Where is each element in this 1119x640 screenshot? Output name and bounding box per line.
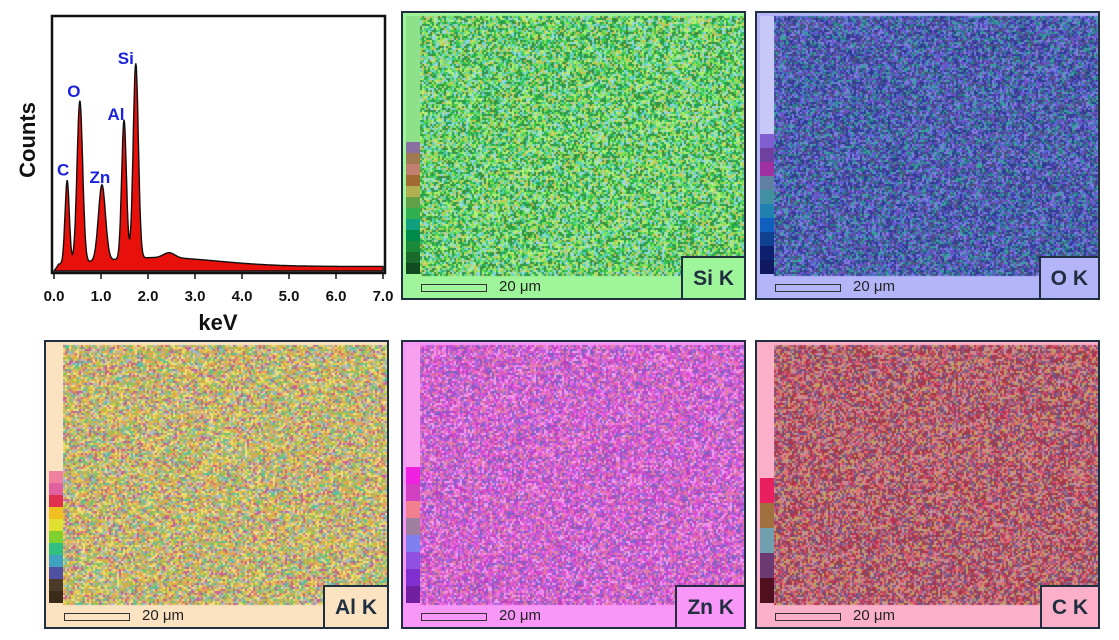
x-tick-label: 6.0: [326, 288, 347, 305]
scale-bar-label: 20 μm: [499, 607, 541, 624]
c-k-map-panel: 20 μm C K: [755, 340, 1100, 629]
plot-frame: [50, 14, 387, 275]
peak-label-si: Si: [118, 49, 134, 68]
scale-bar-label: 20 μm: [499, 278, 541, 295]
peak-label-o: O: [67, 82, 80, 101]
x-tick-label: 5.0: [279, 288, 300, 305]
x-tick-label: 2.0: [138, 288, 159, 305]
zn-k-map-panel: 20 μm Zn K: [401, 340, 746, 629]
al-k-map-panel: 20 μm Al K: [44, 340, 389, 629]
peak-label-zn: Zn: [90, 168, 111, 187]
x-tick-label: 3.0: [185, 288, 206, 305]
element-label-si-k: Si K: [681, 256, 744, 298]
o-k-map-panel: 20 μm O K: [755, 11, 1100, 300]
al-k-map-image: [46, 342, 387, 627]
element-label-o-k: O K: [1038, 256, 1098, 298]
spectrum-plot-area: C O Zn Al Si: [52, 49, 384, 272]
scale-bar: [64, 613, 130, 621]
zn-k-map-image: [403, 342, 744, 627]
scale-bar: [421, 613, 487, 621]
x-axis-ticks: 0.0 1.0 2.0 3.0 4.0 5.0 6.0 7.0: [44, 273, 394, 305]
si-k-map-image: [403, 13, 744, 298]
al-k-colorbar: [49, 345, 63, 603]
o-k-colorbar: [760, 16, 774, 274]
scale-bar: [775, 284, 841, 292]
element-label-c-k: C K: [1039, 585, 1098, 627]
scale-bar: [775, 613, 841, 621]
x-tick-label: 4.0: [232, 288, 253, 305]
scale-bar: [421, 284, 487, 292]
spectrum-line: [52, 63, 384, 272]
c-k-colorbar: [760, 345, 774, 603]
scale-bar-label: 20 μm: [853, 607, 895, 624]
x-tick-label: 7.0: [373, 288, 394, 305]
element-label-al-k: Al K: [323, 585, 387, 627]
x-tick-label: 0.0: [44, 288, 65, 305]
y-axis-label: Counts: [15, 102, 40, 178]
si-k-map-panel: 20 μm Si K: [401, 11, 746, 300]
scale-bar-label: 20 μm: [142, 607, 184, 624]
peak-label-c: C: [57, 161, 69, 180]
eds-spectrum-chart: Counts C O Zn Al Si 0.0 1.0 2.0 3.0 4.0 5.0 6.0 7.0…: [15, 14, 394, 335]
o-k-map-image: [757, 13, 1098, 298]
si-k-colorbar: [406, 16, 420, 274]
peak-label-al: Al: [108, 105, 125, 124]
x-tick-label: 1.0: [91, 288, 112, 305]
scale-bar-label: 20 μm: [853, 278, 895, 295]
element-label-zn-k: Zn K: [675, 585, 744, 627]
c-k-map-image: [757, 342, 1098, 627]
x-axis-label: keV: [198, 310, 237, 335]
zn-k-colorbar: [406, 345, 420, 603]
